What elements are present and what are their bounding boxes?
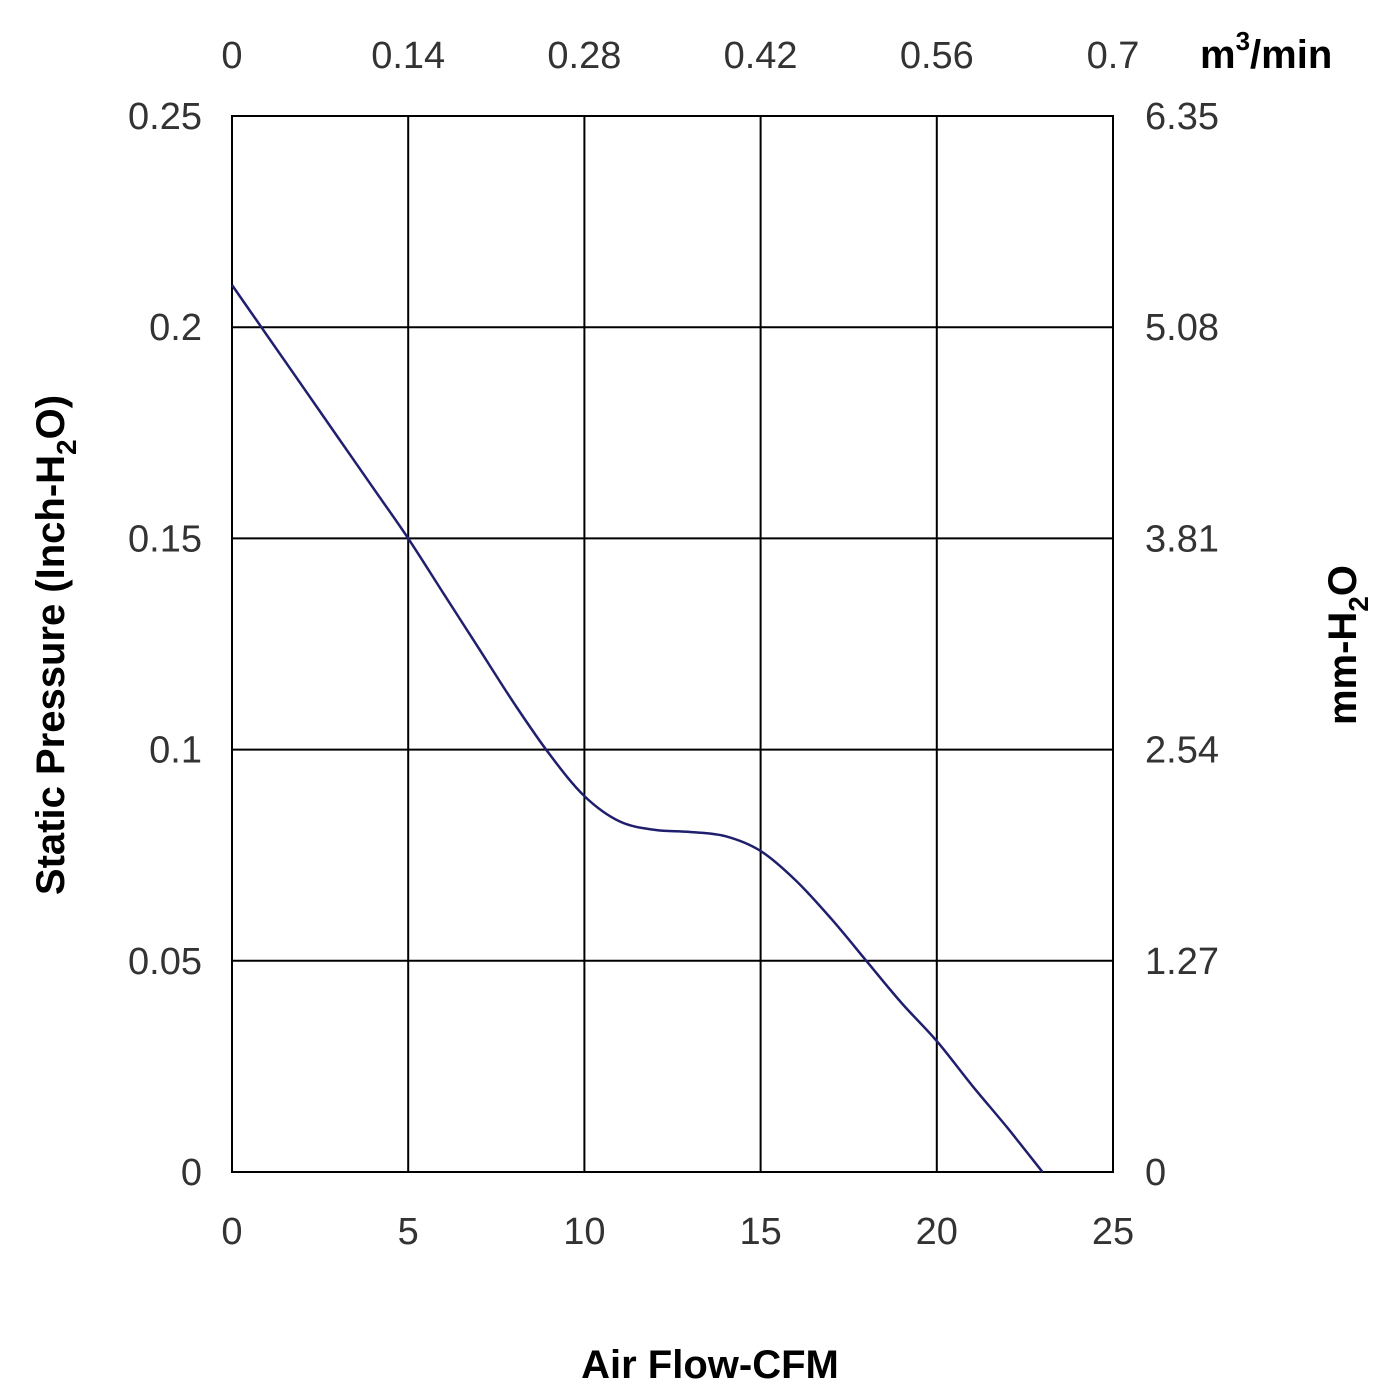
y-tick-label: 0.05	[128, 941, 202, 983]
right-tick-label: 6.35	[1145, 96, 1219, 138]
grid-lines	[232, 116, 1113, 1172]
right-tick-label: 0	[1145, 1152, 1166, 1194]
y-tick-label: 0.15	[128, 518, 202, 560]
y-tick-label: 0	[181, 1152, 202, 1194]
top-tick-label: 0.42	[724, 35, 798, 77]
y-tick-label: 0.2	[149, 307, 202, 349]
top-tick-label: 0	[221, 35, 242, 77]
top-tick-label: 0.14	[371, 35, 445, 77]
right-tick-label: 3.81	[1145, 518, 1219, 560]
right-tick-label: 5.08	[1145, 307, 1219, 349]
top-tick-label: 0.28	[547, 35, 621, 77]
x-tick-label: 10	[563, 1211, 605, 1253]
y-tick-label: 0.25	[128, 96, 202, 138]
x-tick-label: 0	[221, 1211, 242, 1253]
top-axis-unit: m3/min	[1200, 26, 1332, 77]
right-tick-label: 2.54	[1145, 730, 1219, 772]
y-tick-label: 0.1	[149, 730, 202, 772]
right-axis-title: mm-H2O	[1321, 565, 1374, 725]
x-axis-title: Air Flow-CFM	[581, 1343, 839, 1387]
x-tick-label: 25	[1092, 1211, 1134, 1253]
plot-frame	[231, 115, 1114, 1173]
x-tick-label: 5	[398, 1211, 419, 1253]
x-tick-label: 20	[916, 1211, 958, 1253]
tick-labels: 0 5 10 15 20 25 0 0.14 0.28 0.42 0.56 0.7 0 0.05 0.1 0.…	[128, 35, 1219, 1253]
right-tick-label: 1.27	[1145, 941, 1219, 983]
series-line-static-pressure	[230, 284, 1044, 1173]
top-tick-label: 0.7	[1087, 35, 1140, 77]
top-tick-label: 0.56	[900, 35, 974, 77]
x-tick-label: 15	[739, 1211, 781, 1253]
y-axis-title: Static Pressure (Inch-H2O)	[29, 395, 82, 895]
